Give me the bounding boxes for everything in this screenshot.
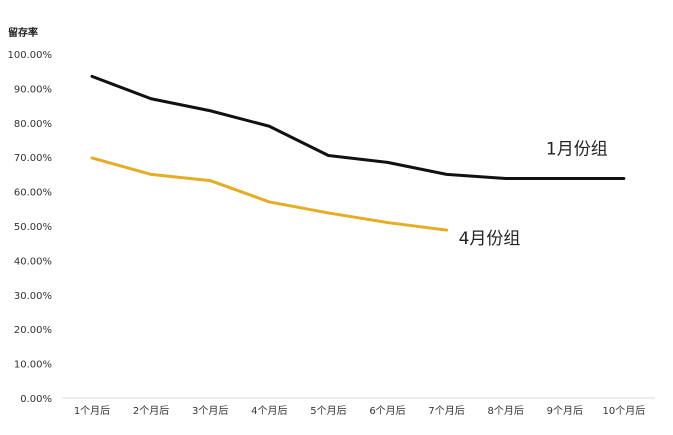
series-line-1 — [90, 74, 626, 181]
x-tick-label: 7个月后 — [428, 405, 464, 417]
y-tick-label: 50.00% — [14, 222, 52, 233]
x-tick-label: 3个月后 — [192, 405, 228, 417]
y-tick-label: 70.00% — [14, 153, 52, 164]
y-axis-ticks: 0.00% 10.00% 20.00% 30.00% 40.00% 50.00% 60.00… — [8, 50, 53, 405]
series-label-2: 4月份组 — [459, 229, 521, 249]
x-tick-label: 9个月后 — [547, 405, 583, 417]
y-tick-label: 80.00% — [14, 119, 52, 130]
y-axis-label: 留存率 — [8, 26, 38, 39]
series-lines — [90, 74, 626, 232]
y-tick-label: 30.00% — [14, 291, 52, 302]
series-line-2 — [90, 156, 449, 232]
x-tick-label: 6个月后 — [369, 405, 405, 417]
x-tick-label: 5个月后 — [310, 405, 346, 417]
y-tick-label: 40.00% — [14, 256, 52, 267]
y-tick-label: 90.00% — [14, 84, 52, 95]
x-tick-label: 4个月后 — [251, 405, 287, 417]
series-label-1: 1月份组 — [546, 140, 608, 160]
y-tick-label: 0.00% — [20, 394, 52, 405]
x-tick-label: 1个月后 — [74, 405, 110, 417]
y-tick-label: 20.00% — [14, 325, 52, 336]
x-axis-ticks: 1个月后 2个月后 3个月后 4个月后 5个月后 6个月后 7个月后 8个月后 9个月后 10个月… — [74, 405, 645, 417]
x-tick-label: 8个月后 — [488, 405, 524, 417]
x-tick-label: 10个月后 — [603, 405, 646, 417]
y-tick-label: 60.00% — [14, 188, 52, 199]
y-tick-label: 100.00% — [8, 50, 53, 61]
x-tick-label: 2个月后 — [133, 405, 169, 417]
series-labels: 1月份组 4月份组 — [459, 140, 608, 250]
y-tick-label: 10.00% — [14, 360, 52, 371]
